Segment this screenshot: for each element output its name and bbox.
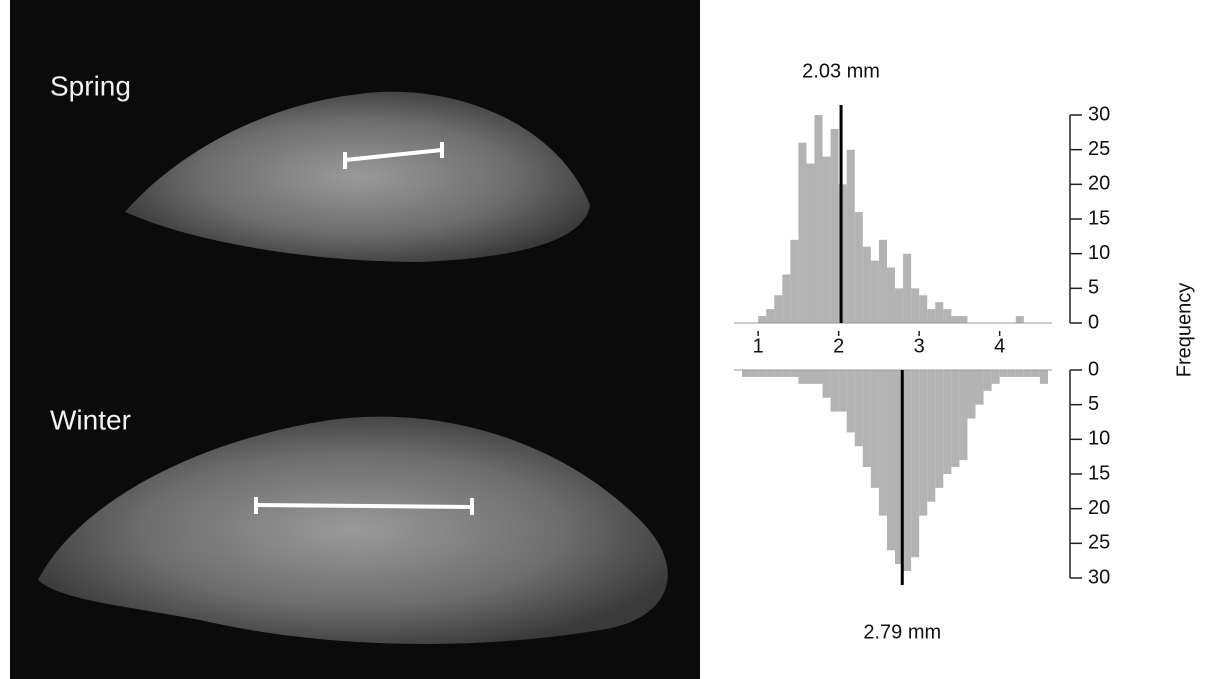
- bar: [871, 261, 879, 323]
- bar: [895, 288, 903, 323]
- bar: [815, 115, 823, 323]
- y-tick-label: 25: [1088, 138, 1110, 160]
- bar: [976, 370, 984, 405]
- y-tick-label: 0: [1088, 358, 1099, 380]
- bar: [967, 370, 975, 419]
- photo-label: Winter: [50, 404, 131, 435]
- bar: [903, 254, 911, 323]
- bar: [1000, 370, 1008, 377]
- bar: [1016, 370, 1024, 377]
- y-tick-label: 30: [1088, 566, 1110, 588]
- bar: [1024, 370, 1032, 377]
- y-tick-label: 0: [1088, 311, 1099, 333]
- bar: [943, 370, 951, 474]
- bar: [911, 370, 919, 557]
- y-axis-label: Frequency: [1173, 283, 1195, 378]
- bar: [782, 370, 790, 377]
- bar: [879, 240, 887, 323]
- figure: Spring Winter Frequency 0510152025302.03…: [0, 0, 1212, 679]
- bar: [927, 309, 935, 323]
- bar: [903, 370, 911, 571]
- bar: [935, 302, 943, 323]
- bar: [806, 164, 814, 323]
- bar: [1008, 370, 1016, 377]
- y-tick-label: 20: [1088, 173, 1110, 195]
- bar: [887, 370, 895, 550]
- bar: [831, 370, 839, 412]
- bar: [766, 309, 774, 323]
- y-tick-label: 5: [1088, 393, 1099, 415]
- bar: [855, 212, 863, 323]
- y-tick-label: 15: [1088, 207, 1110, 229]
- bar: [863, 370, 871, 467]
- bar: [766, 370, 774, 377]
- bar: [823, 370, 831, 398]
- bar: [863, 247, 871, 323]
- bar: [1016, 316, 1024, 323]
- photo-label: Spring: [50, 70, 131, 101]
- bar: [774, 370, 782, 377]
- bar: [847, 370, 855, 432]
- bar: [879, 370, 887, 516]
- bar: [774, 295, 782, 323]
- y-tick-label: 15: [1088, 462, 1110, 484]
- bar: [992, 370, 1000, 384]
- bar: [790, 370, 798, 377]
- x-tick-label: 2: [833, 335, 844, 357]
- y-tick-label: 5: [1088, 277, 1099, 299]
- bar: [750, 370, 758, 377]
- x-tick-label: 3: [914, 335, 925, 357]
- bar: [798, 370, 806, 384]
- photo: Spring Winter: [10, 0, 700, 679]
- bar: [871, 370, 879, 488]
- bar: [951, 370, 959, 467]
- bar: [887, 268, 895, 323]
- median-label: 2.79 mm: [863, 621, 941, 643]
- bar: [935, 370, 943, 488]
- bar: [798, 143, 806, 323]
- y-tick-label: 10: [1088, 428, 1110, 450]
- bar: [1032, 370, 1040, 377]
- bar: [919, 295, 927, 323]
- x-tick-label: 1: [753, 335, 764, 357]
- bar: [919, 370, 927, 516]
- median-label: 2.03 mm: [802, 60, 880, 82]
- y-tick-label: 20: [1088, 497, 1110, 519]
- bar: [782, 274, 790, 323]
- bar: [927, 370, 935, 502]
- y-tick-label: 30: [1088, 103, 1110, 125]
- bar: [742, 370, 750, 377]
- bar: [984, 370, 992, 391]
- bar: [855, 370, 863, 446]
- x-tick-label: 4: [994, 335, 1005, 357]
- bar: [758, 316, 766, 323]
- bar: [959, 370, 967, 460]
- y-tick-label: 10: [1088, 242, 1110, 264]
- bar: [790, 240, 798, 323]
- bar: [823, 157, 831, 323]
- bar: [911, 288, 919, 323]
- bar: [847, 150, 855, 323]
- bar: [815, 370, 823, 384]
- bar: [943, 309, 951, 323]
- bar: [1040, 370, 1048, 384]
- bar: [758, 370, 766, 377]
- y-tick-label: 25: [1088, 532, 1110, 554]
- bar: [831, 129, 839, 323]
- bar: [951, 316, 959, 323]
- bar: [839, 370, 847, 412]
- bar: [806, 370, 814, 384]
- bar: [959, 316, 967, 323]
